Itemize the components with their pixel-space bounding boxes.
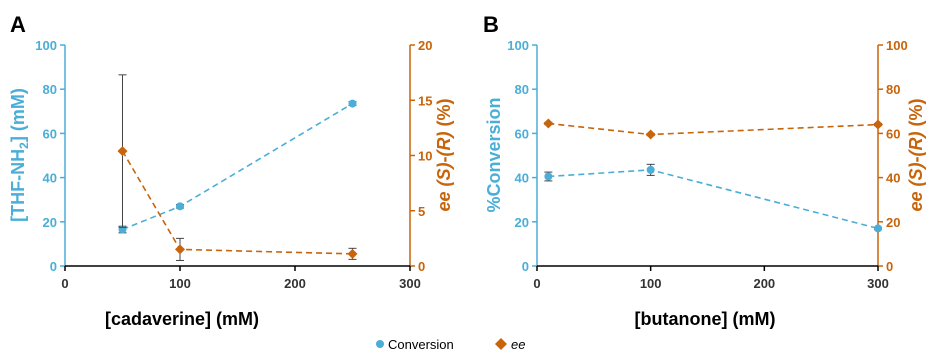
panel-a-ee-point <box>175 244 185 255</box>
panel-b-conversion-point <box>544 172 553 181</box>
panel-b-ee-point <box>873 119 883 130</box>
legend-marker-ee <box>495 338 507 350</box>
panel-b-left-tick-label: 60 <box>515 126 529 141</box>
panel-a-left-tick-label: 0 <box>50 259 57 274</box>
legend-label-ee: ee <box>511 337 525 351</box>
panel-a-conversion-point <box>176 202 184 211</box>
panel-b-right-tick-label: 40 <box>886 171 900 186</box>
panel-b-left-tick-label: 80 <box>515 82 529 97</box>
panel-a-x-tick-label: 0 <box>61 276 68 291</box>
panel-b-right-tick-label: 20 <box>886 215 900 230</box>
panel-b-ee-line <box>548 122 879 136</box>
panel-b-x-label: [butanone] (mM) <box>635 309 776 329</box>
panel-a-ee-point <box>117 146 128 157</box>
panel-b-x-tick-label: 200 <box>753 276 775 291</box>
legend-label-conversion: Conversion <box>388 337 454 351</box>
panel-a-x-tick-label: 100 <box>169 276 191 291</box>
panel-b-x-tick-label: 100 <box>640 276 662 291</box>
panel-b-left-tick-label: 0 <box>522 259 529 274</box>
panel-a-x-tick-label: 200 <box>284 276 306 291</box>
panel-b-right-tick-label: 60 <box>886 126 900 141</box>
panel-a-letter: A <box>10 12 26 37</box>
panel-b-conversion-line <box>548 169 879 230</box>
panel-b-y-label-right: ee (S)-(R) (%) <box>906 98 926 211</box>
panel-a-y-label-right: ee (S)-(R) (%) <box>434 98 454 211</box>
panel-b-y-label-left: %Conversion <box>484 97 504 212</box>
panel-a-left-tick-label: 80 <box>43 82 57 97</box>
panel-a-left-tick-label: 40 <box>43 171 57 186</box>
panel-a-x-tick-label: 300 <box>399 276 421 291</box>
panel-b-x-tick-label: 0 <box>533 276 540 291</box>
panel-b-right-tick-label: 100 <box>886 38 908 53</box>
panel-b-conversion-point <box>646 165 655 174</box>
panel-a-left-tick-label: 100 <box>35 38 57 53</box>
panel-a-right-tick-label: 20 <box>418 38 432 53</box>
panel-b-left-tick-label: 20 <box>515 215 529 230</box>
panel-a-conversion-point <box>348 99 357 108</box>
panel-a-ee-line <box>121 150 353 255</box>
panel-a-x-label: [cadaverine] (mM) <box>105 309 259 329</box>
panel-a-left-tick-label: 60 <box>43 126 57 141</box>
panel-b-x-tick-label: 300 <box>867 276 889 291</box>
panel-a-right-tick-label: 10 <box>418 149 432 164</box>
panel-a-right-tick-label: 15 <box>418 93 432 108</box>
panel-b-ee-point <box>543 118 554 129</box>
panel-b: B [butanone] (mM) %Conversion ee (S)-(R)… <box>483 12 926 329</box>
panel-b-letter: B <box>483 12 499 37</box>
panel-b-right-tick-label: 0 <box>886 259 893 274</box>
panel-b-conversion-point <box>874 224 882 233</box>
panel-b-left-tick-label: 100 <box>507 38 529 53</box>
panel-a-left-tick-label: 20 <box>43 215 57 230</box>
panel-a-right-tick-label: 0 <box>418 259 425 274</box>
panel-b-right-tick-label: 80 <box>886 82 900 97</box>
legend-marker-conversion <box>376 340 384 348</box>
legend: Conversion ee <box>376 337 525 351</box>
panel-a-right-tick-label: 5 <box>418 204 425 219</box>
panel-a-y-label-left: [THF-NH2] (mM) <box>8 88 31 222</box>
panel-b-left-tick-label: 40 <box>515 171 529 186</box>
panel-a: A [cadaverine] (mM) [THF-NH2] (mM) ee (S… <box>8 12 454 329</box>
panel-b-ee-point <box>645 129 656 140</box>
panel-a-ee-point <box>347 248 358 259</box>
panel-a-conversion-line <box>122 102 353 231</box>
